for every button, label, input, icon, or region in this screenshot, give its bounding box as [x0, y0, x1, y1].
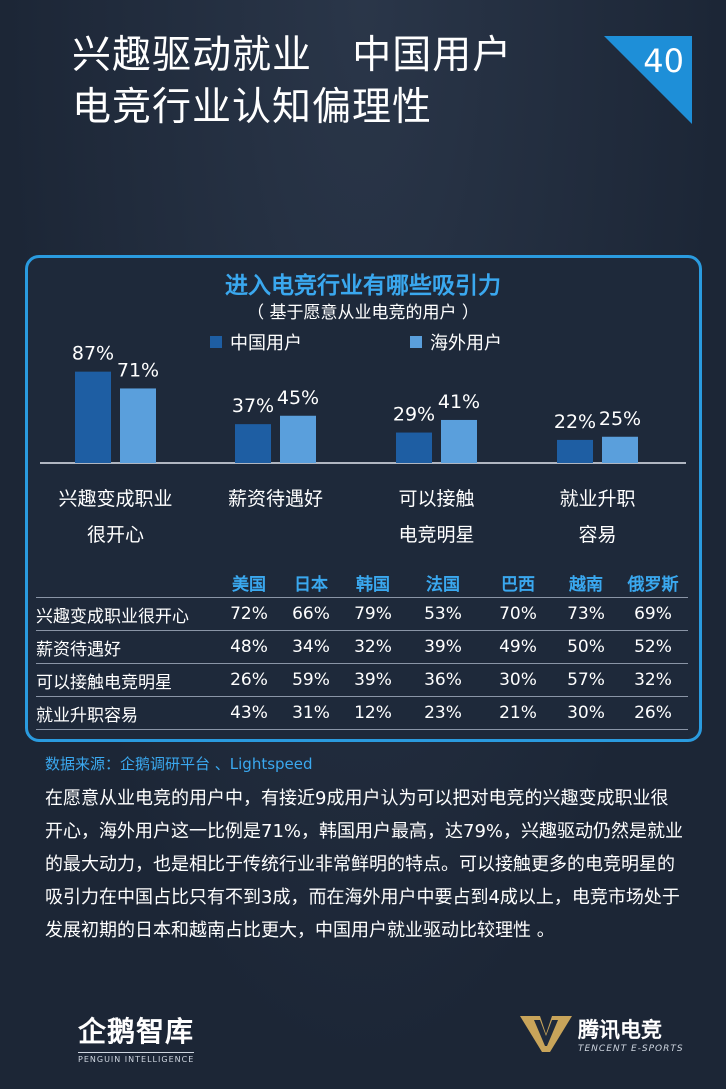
page-corner-triangle — [604, 36, 692, 124]
data-source: 数据来源：企鹅调研平台 、Lightspeed — [45, 755, 313, 773]
bar-overseas-2 — [441, 419, 477, 463]
tencent-logo-sub: TENCENT E-SPORTS — [578, 1044, 684, 1054]
table-row: 兴趣变成职业很开心 72% 66% 79% 53% 70% 73% 69% — [36, 597, 688, 631]
col-header-brazil: 巴西 — [501, 574, 535, 595]
category-label-0: 兴趣变成职业 很开心 — [36, 481, 196, 553]
category-label-line: 很开心 — [86, 524, 144, 546]
table-cell: 21% — [482, 696, 554, 730]
bar-china-2 — [396, 432, 432, 463]
legend-item-china: 中国用户 — [210, 329, 302, 355]
category-label-line: 薪资待遇好 — [227, 488, 323, 510]
bar-overseas-0 — [120, 388, 156, 463]
table-cell: 70% — [482, 597, 554, 631]
table-cell: 26% — [618, 696, 688, 730]
table-cell: 48% — [218, 630, 280, 664]
table-cell: 26% — [218, 663, 280, 697]
row-label: 就业升职容易 — [36, 696, 218, 730]
chart-title: 进入电竞行业有哪些吸引力 — [225, 273, 501, 299]
table-cell: 53% — [404, 597, 482, 631]
category-label-2: 可以接触 电竞明星 — [357, 481, 517, 553]
penguin-logo-text: 企鹅智库 — [78, 1015, 195, 1048]
tencent-esports-emblem-icon — [520, 1016, 572, 1052]
tencent-esports-logo: 腾讯电竞 TENCENT E-SPORTS — [520, 1014, 684, 1054]
table-cell: 79% — [342, 597, 404, 631]
category-label-line: 兴趣变成职业 — [58, 488, 173, 510]
category-label-line: 电竞明星 — [398, 524, 475, 546]
table-cell: 30% — [554, 696, 618, 730]
body-paragraph: 在愿意从业电竞的用户中，有接近9成用户认为可以把对电竞的兴趣变成职业很开心，海外… — [45, 788, 684, 941]
category-label-3: 就业升职 容易 — [518, 481, 678, 553]
chart-subtitle: （ 基于愿意从业电竞的用户 ） — [247, 303, 479, 323]
legend-item-overseas: 海外用户 — [410, 329, 502, 355]
legend-label-china: 中国用户 — [230, 333, 302, 354]
tencent-logo-text: 腾讯电竞 — [578, 1018, 662, 1042]
table-row: 就业升职容易 43% 31% 12% 23% 21% 30% 26% — [36, 696, 688, 730]
table-cell: 32% — [618, 663, 688, 697]
col-header-russia: 俄罗斯 — [627, 574, 679, 595]
table-cell: 31% — [280, 696, 342, 730]
table-cell: 39% — [404, 630, 482, 664]
table-row: 薪资待遇好 48% 34% 32% 39% 49% 50% 52% — [36, 630, 688, 664]
penguin-intelligence-logo: 企鹅智库 PENGUIN INTELLIGENCE — [78, 1010, 195, 1064]
table-corner — [36, 567, 218, 598]
table-cell: 73% — [554, 597, 618, 631]
table-cell: 50% — [554, 630, 618, 664]
table-cell: 39% — [342, 663, 404, 697]
row-label: 兴趣变成职业很开心 — [36, 597, 218, 631]
penguin-logo-sub: PENGUIN INTELLIGENCE — [78, 1052, 195, 1064]
legend-label-overseas: 海外用户 — [430, 333, 502, 354]
col-header-japan: 日本 — [294, 574, 328, 595]
category-label-line: 可以接触 — [398, 488, 475, 510]
category-label-line: 就业升职 — [559, 488, 636, 510]
bar-overseas-1 — [280, 415, 316, 463]
bar-china-3 — [557, 439, 593, 463]
table-cell: 69% — [618, 597, 688, 631]
table-cell: 49% — [482, 630, 554, 664]
table-cell: 59% — [280, 663, 342, 697]
row-label: 可以接触电竞明星 — [36, 663, 218, 697]
table-cell: 57% — [554, 663, 618, 697]
bar-china-0 — [75, 371, 111, 463]
category-label-1: 薪资待遇好 — [196, 481, 356, 517]
data-label-china-3: 22% — [554, 411, 596, 433]
table-cell: 43% — [218, 696, 280, 730]
table-cell: 52% — [618, 630, 688, 664]
bar-china-1 — [235, 424, 271, 463]
legend-swatch-overseas — [410, 336, 422, 348]
table-cell: 30% — [482, 663, 554, 697]
col-header-vietnam: 越南 — [569, 574, 603, 595]
table-cell: 32% — [342, 630, 404, 664]
table-row: 可以接触电竞明星 26% 59% 39% 36% 30% 57% 32% — [36, 663, 688, 697]
data-label-china-1: 37% — [232, 395, 274, 417]
data-label-overseas-0: 71% — [117, 359, 159, 381]
col-header-korea: 韩国 — [356, 574, 390, 595]
table-cell: 66% — [280, 597, 342, 631]
legend-swatch-china — [210, 336, 222, 348]
col-header-us: 美国 — [232, 574, 266, 595]
table-cell: 72% — [218, 597, 280, 631]
data-label-china-2: 29% — [393, 404, 435, 426]
country-table: 美国 日本 韩国 法国 巴西 越南 俄罗斯 兴趣变成职业很开心 72% 66% 79%… — [36, 567, 688, 730]
table-cell: 23% — [404, 696, 482, 730]
data-label-overseas-2: 41% — [438, 391, 480, 413]
row-label: 薪资待遇好 — [36, 630, 218, 664]
data-label-overseas-3: 25% — [599, 408, 641, 430]
page-title: 兴趣驱动就业 中国用户 电竞行业认知偏理性 — [72, 30, 512, 134]
data-label-china-0: 87% — [72, 343, 114, 365]
page-number: 40 — [643, 42, 684, 80]
category-label-line: 容易 — [578, 524, 617, 546]
table-cell: 12% — [342, 696, 404, 730]
table-cell: 36% — [404, 663, 482, 697]
table-cell: 34% — [280, 630, 342, 664]
col-header-france: 法国 — [426, 574, 460, 595]
table-header-row: 美国 日本 韩国 法国 巴西 越南 俄罗斯 — [36, 567, 688, 598]
data-label-overseas-1: 45% — [277, 387, 319, 409]
title-line-1: 兴趣驱动就业 中国用户 — [72, 33, 513, 78]
title-line-2: 电竞行业认知偏理性 — [72, 85, 433, 130]
bar-overseas-3 — [602, 436, 638, 463]
